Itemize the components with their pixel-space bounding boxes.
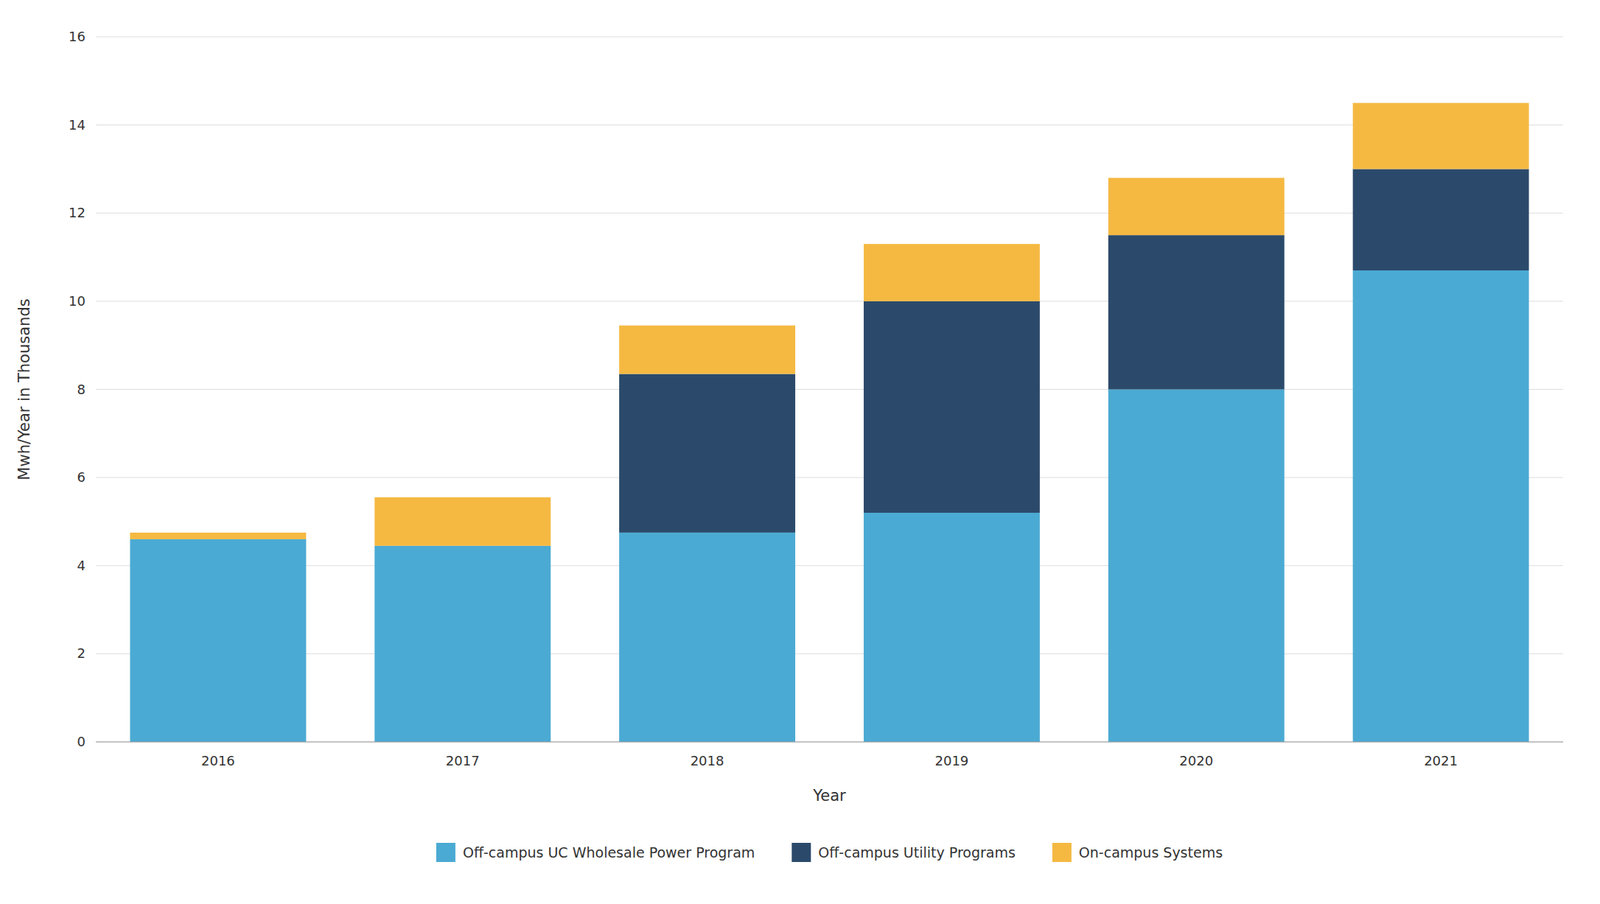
- bar-segment: [863, 243, 1040, 302]
- y-tick-label: 10: [68, 293, 86, 309]
- grid-line: [95, 124, 1564, 126]
- x-tick-label: 2016: [201, 753, 236, 769]
- bar-segment: [374, 546, 551, 743]
- bar-segment: [374, 497, 551, 547]
- legend-swatch: [791, 843, 811, 863]
- grid-line: [95, 36, 1564, 38]
- bar-segment: [1108, 389, 1285, 743]
- grid-line: [95, 300, 1564, 302]
- legend-label: On-campus Systems: [1078, 844, 1223, 861]
- legend-item: On-campus Systems: [1052, 843, 1223, 863]
- y-axis-label: Mwh/Year in Thousands: [15, 298, 34, 480]
- legend-swatch: [1052, 843, 1072, 863]
- grid-line: [95, 653, 1564, 655]
- x-tick-label: 2019: [935, 753, 970, 769]
- bar-segment: [619, 532, 796, 743]
- legend: Off-campus UC Wholesale Power Program Off…: [436, 843, 1223, 863]
- legend-item: Off-campus UC Wholesale Power Program: [436, 843, 755, 863]
- grid-line: [95, 477, 1564, 479]
- grid-line: [95, 389, 1564, 390]
- y-tick-label: 4: [77, 557, 86, 574]
- legend-swatch: [436, 843, 456, 863]
- bar-segment: [1353, 103, 1530, 170]
- legend-label: Off-campus Utility Programs: [818, 844, 1016, 861]
- y-tick-label: 14: [68, 117, 86, 133]
- y-tick-label: 6: [77, 469, 86, 485]
- grid-line: [95, 742, 1564, 743]
- legend-item: Off-campus Utility Programs: [791, 843, 1016, 863]
- bar-segment: [1108, 177, 1285, 236]
- y-tick-label: 0: [77, 734, 86, 750]
- bar-segment: [129, 532, 306, 540]
- x-tick-label: 2018: [690, 753, 725, 769]
- bar-segment: [619, 325, 796, 375]
- bar-segment: [619, 374, 796, 533]
- x-tick-label: 2017: [445, 753, 480, 769]
- y-tick-label: 16: [68, 28, 86, 45]
- bar-segment: [1108, 235, 1285, 390]
- y-tick-label: 12: [68, 204, 86, 221]
- bar-segment: [863, 301, 1040, 513]
- bar-segment: [1353, 168, 1530, 271]
- x-tick-label: 2021: [1423, 753, 1458, 769]
- chart: 0 2 4 6 8 10 12 14 16 2016 2017 2018 2019 2020 2021 Yea…: [0, 0, 1600, 904]
- x-axis-line: [95, 742, 1564, 743]
- bar-segment: [1353, 270, 1530, 743]
- bars: [129, 103, 1529, 743]
- x-axis-label: Year: [812, 787, 847, 805]
- grid-line: [95, 212, 1564, 214]
- y-tick-label: 8: [77, 381, 86, 398]
- y-tick-label: 2: [77, 645, 86, 662]
- grid-line: [95, 565, 1564, 567]
- legend-label: Off-campus UC Wholesale Power Program: [462, 844, 755, 861]
- bar-segment: [863, 512, 1040, 743]
- grid: [95, 36, 1564, 743]
- bar-segment: [129, 539, 306, 743]
- x-tick-label: 2020: [1179, 753, 1214, 769]
